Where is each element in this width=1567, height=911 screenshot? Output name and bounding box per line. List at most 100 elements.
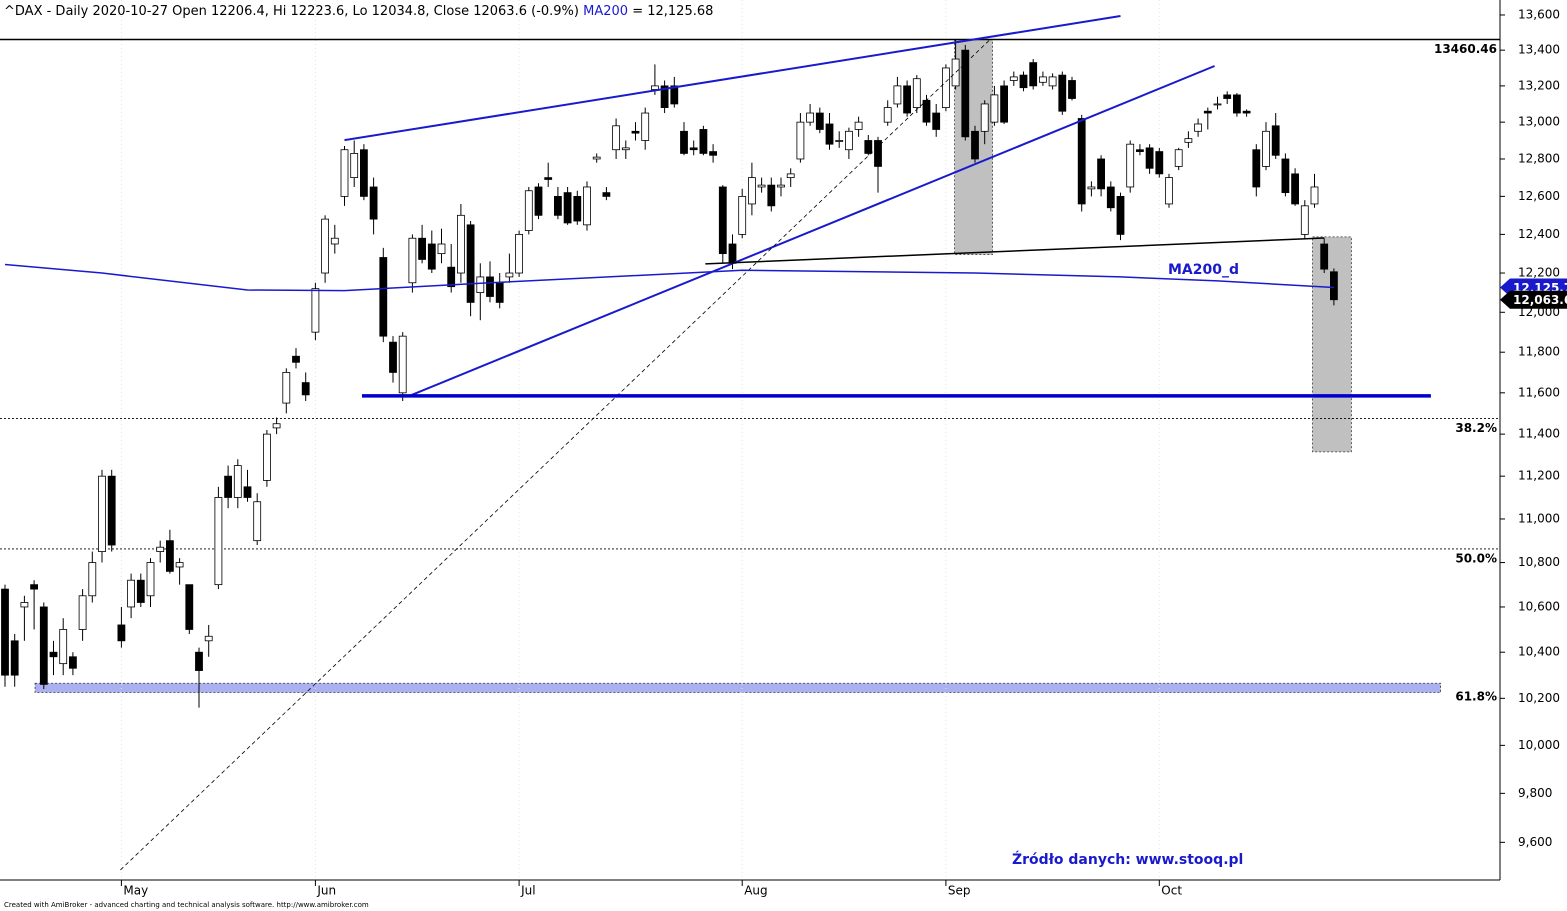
price-tag-label: 12,063.6 xyxy=(1513,293,1567,307)
plot: 13460.46 38.2% 50.0% 61.8% MA200_d xyxy=(0,0,1500,886)
candle-body xyxy=(854,121,863,130)
candle-body xyxy=(1203,110,1212,114)
candle-body xyxy=(1242,110,1251,114)
level-label: 50.0% xyxy=(1455,551,1497,565)
y-tick-label: 12,600 xyxy=(1518,189,1560,203)
candle-body xyxy=(1136,149,1144,152)
candle-body xyxy=(874,140,882,167)
y-tick-label: 12,200 xyxy=(1518,266,1560,280)
candle-body xyxy=(534,186,543,216)
candle-body xyxy=(883,107,892,123)
trend-line xyxy=(120,39,990,871)
candle-body xyxy=(233,465,242,498)
candle-body xyxy=(224,475,233,498)
candle-body xyxy=(980,103,989,132)
candle-body xyxy=(748,177,756,205)
title-main: ^DAX - Daily 2020-10-27 Open 12206.4, Hi… xyxy=(4,4,579,19)
candle-body xyxy=(815,112,824,130)
candle-body xyxy=(398,335,407,394)
candle-body xyxy=(369,186,378,220)
candle-body xyxy=(1213,103,1222,106)
candle-body xyxy=(495,282,504,303)
candle-body xyxy=(1271,125,1280,156)
candle-body xyxy=(389,341,397,373)
ma-line xyxy=(4,263,1334,292)
candle-body xyxy=(738,195,747,235)
x-tick-label: May xyxy=(123,884,148,898)
candle-body xyxy=(554,195,562,216)
candle-body xyxy=(1155,151,1164,175)
candle-body xyxy=(592,156,601,160)
candle-body xyxy=(1184,138,1193,143)
title-ma-value: = 12,125.68 xyxy=(632,4,713,19)
candle-body xyxy=(1145,147,1154,169)
candle-body xyxy=(408,237,417,284)
candle-body xyxy=(1310,186,1319,205)
candle-body xyxy=(1320,243,1329,270)
candle-body xyxy=(156,546,165,552)
candle-body xyxy=(195,651,203,671)
y-tick-label: 12,400 xyxy=(1518,227,1560,241)
title-ma-name: MA200 xyxy=(583,4,628,19)
candle-body xyxy=(845,130,853,151)
y-tick-label: 10,000 xyxy=(1518,738,1560,752)
candle-body xyxy=(961,49,970,138)
candle-body xyxy=(10,640,19,676)
y-tick-label: 13,000 xyxy=(1518,115,1560,129)
candle-body xyxy=(98,475,106,552)
candle-body xyxy=(20,602,29,608)
candle-body xyxy=(69,656,77,669)
y-tick-label: 11,200 xyxy=(1518,469,1560,483)
chart-title: ^DAX - Daily 2020-10-27 Open 12206.4, Hi… xyxy=(4,4,713,19)
candle-body xyxy=(728,243,737,264)
candle-body xyxy=(1087,186,1096,190)
candle-body xyxy=(1077,118,1086,205)
candle-body xyxy=(825,123,834,145)
y-tick-label: 11,000 xyxy=(1518,511,1560,525)
y-tick-label: 11,800 xyxy=(1518,345,1560,359)
candle-body xyxy=(49,651,58,658)
candle-body xyxy=(621,147,630,151)
candle-body xyxy=(932,112,941,130)
candle-body xyxy=(641,112,650,141)
candle-body xyxy=(78,595,87,630)
candle-body xyxy=(1000,85,1008,123)
x-tick-label: Jul xyxy=(520,884,535,898)
candle-body xyxy=(107,475,116,546)
candle-body xyxy=(951,58,960,87)
x-tick-label: Jun xyxy=(316,884,336,898)
candle-body xyxy=(1233,94,1241,114)
candle-body xyxy=(39,606,48,685)
y-tick-label: 10,600 xyxy=(1518,599,1560,613)
candle-body xyxy=(1048,76,1057,87)
trend-line xyxy=(344,15,1121,142)
candle-body xyxy=(757,184,766,188)
candle-body xyxy=(282,372,291,404)
candle-body xyxy=(456,214,465,274)
candle-body xyxy=(709,151,717,156)
candle-body xyxy=(1106,186,1115,209)
candle-body xyxy=(903,85,911,114)
ma-legend: MA200_d xyxy=(1168,262,1239,278)
y-tick-label: 12,800 xyxy=(1518,151,1560,165)
footer: Created with AmiBroker - advanced charti… xyxy=(4,901,369,909)
y-tick-label: 9,800 xyxy=(1518,786,1552,800)
candle-body xyxy=(777,184,785,188)
candle-body xyxy=(1291,173,1299,205)
candle-body xyxy=(136,579,145,603)
candle-body xyxy=(1262,130,1270,167)
candle-body xyxy=(515,233,523,274)
candle-body xyxy=(583,186,591,226)
candle-body xyxy=(922,99,931,123)
candle-body xyxy=(1126,143,1135,188)
candle-body xyxy=(204,635,213,642)
candle-body xyxy=(1116,195,1125,235)
level-label: 61.8% xyxy=(1455,689,1497,703)
candle-body xyxy=(350,153,359,179)
candle-body xyxy=(1019,74,1028,89)
candle-body xyxy=(185,584,194,630)
candle-body xyxy=(146,562,155,597)
candle-body xyxy=(301,382,310,396)
candle-body xyxy=(1097,158,1105,190)
